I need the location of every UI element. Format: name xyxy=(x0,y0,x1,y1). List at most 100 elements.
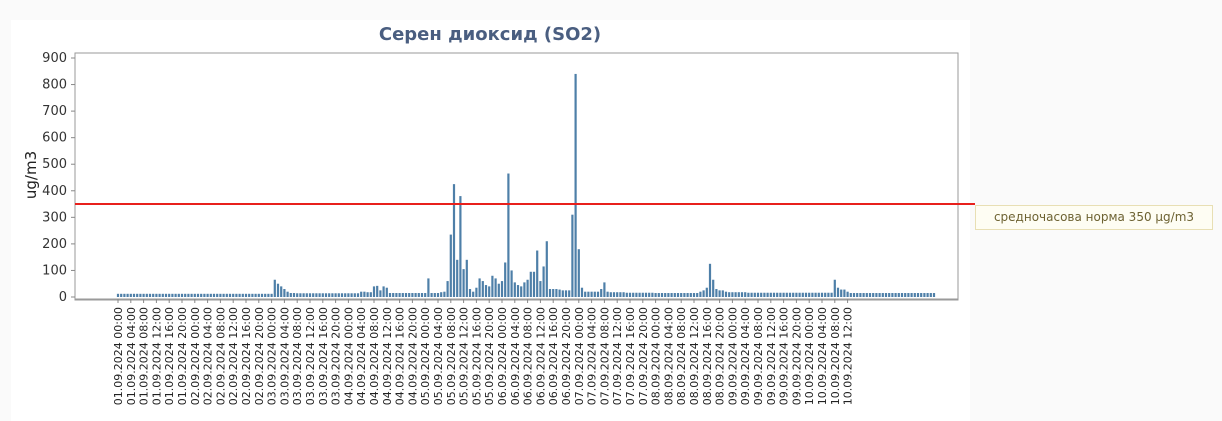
bar xyxy=(766,292,769,297)
bar xyxy=(350,293,353,297)
bar xyxy=(305,293,308,297)
bar xyxy=(801,292,804,297)
bar xyxy=(123,293,126,297)
bar xyxy=(702,290,705,297)
bar xyxy=(449,234,452,297)
bar xyxy=(414,293,417,297)
bar xyxy=(600,289,603,297)
bar xyxy=(331,293,334,297)
bar xyxy=(644,292,648,297)
bar xyxy=(388,293,392,297)
bar xyxy=(571,214,574,297)
x-tick-label: 03.09.2024 04:00 xyxy=(278,307,291,405)
bar xyxy=(907,293,910,297)
bar xyxy=(792,292,795,297)
bar xyxy=(715,289,718,297)
bar xyxy=(696,293,699,297)
bar xyxy=(734,292,737,297)
bar xyxy=(193,293,196,297)
bar xyxy=(139,293,142,297)
x-tick-label: 06.09.2024 12:00 xyxy=(534,307,547,405)
x-tick-label: 04.09.2024 20:00 xyxy=(406,307,419,405)
bar xyxy=(593,291,596,297)
x-tick-label: 01.09.2024 00:00 xyxy=(112,307,125,405)
bar xyxy=(628,292,632,297)
bar xyxy=(404,293,408,297)
bar xyxy=(222,293,225,297)
bar xyxy=(824,292,827,297)
bar xyxy=(932,293,936,297)
bar xyxy=(254,293,257,297)
x-tick-label: 04.09.2024 00:00 xyxy=(342,307,355,405)
bar xyxy=(808,292,811,297)
bar xyxy=(795,292,798,297)
bar xyxy=(142,293,145,297)
x-tick-label: 08.09.2024 08:00 xyxy=(675,307,688,405)
bar xyxy=(632,292,635,297)
bar xyxy=(420,293,424,297)
bar xyxy=(568,290,571,297)
bar xyxy=(542,266,545,297)
bar xyxy=(212,293,216,297)
bar xyxy=(619,292,622,297)
bar xyxy=(299,293,302,297)
bar xyxy=(129,293,132,297)
y-tick-label: 700 xyxy=(42,104,67,119)
x-tick-label: 01.09.2024 04:00 xyxy=(125,307,138,405)
bar xyxy=(497,283,500,297)
bar xyxy=(718,290,721,297)
y-tick-label: 800 xyxy=(42,78,67,93)
bar xyxy=(216,293,219,297)
bar xyxy=(654,293,657,297)
bar xyxy=(260,293,264,297)
x-tick-label: 04.09.2024 16:00 xyxy=(394,307,407,405)
x-tick-label: 07.09.2024 12:00 xyxy=(611,307,624,405)
x-tick-label: 10.09.2024 12:00 xyxy=(842,307,855,405)
bar xyxy=(459,196,462,297)
bar xyxy=(859,293,862,297)
x-tick-label: 05.09.2024 08:00 xyxy=(445,307,458,405)
x-tick-label: 10.09.2024 00:00 xyxy=(803,307,816,405)
bar xyxy=(785,292,788,297)
bar xyxy=(580,287,584,297)
bar xyxy=(820,292,824,297)
bar xyxy=(452,184,456,297)
bar xyxy=(302,293,305,297)
y-tick-label: 200 xyxy=(42,237,67,252)
bar xyxy=(849,293,852,297)
x-tick-label: 03.09.2024 12:00 xyxy=(304,307,317,405)
bar xyxy=(587,291,590,297)
bar xyxy=(328,293,331,297)
bar xyxy=(126,293,129,297)
bar xyxy=(440,292,443,297)
bar xyxy=(401,293,404,297)
bar xyxy=(836,287,840,297)
bar xyxy=(552,289,555,297)
bar xyxy=(798,292,801,297)
bar xyxy=(840,289,843,297)
x-tick-label: 08.09.2024 12:00 xyxy=(688,307,701,405)
bar xyxy=(251,293,254,297)
bar xyxy=(225,293,228,297)
bar xyxy=(190,293,193,297)
bar xyxy=(536,250,539,297)
bar xyxy=(481,281,484,297)
bar xyxy=(424,293,427,297)
y-tick-label: 600 xyxy=(42,131,67,146)
bar xyxy=(116,293,120,297)
bar xyxy=(475,287,478,297)
x-tick-label: 05.09.2024 16:00 xyxy=(470,307,483,405)
x-tick-label: 03.09.2024 00:00 xyxy=(266,307,279,405)
bar xyxy=(804,292,808,297)
bar xyxy=(641,292,644,297)
bar xyxy=(270,293,273,297)
x-tick-label: 06.09.2024 04:00 xyxy=(509,307,522,405)
bar xyxy=(548,289,552,297)
bar xyxy=(577,249,580,297)
bar xyxy=(286,291,289,297)
x-tick-label: 08.09.2024 16:00 xyxy=(701,307,714,405)
bar xyxy=(465,259,468,297)
bar xyxy=(280,286,283,297)
bar xyxy=(148,293,152,297)
bar xyxy=(171,293,174,297)
